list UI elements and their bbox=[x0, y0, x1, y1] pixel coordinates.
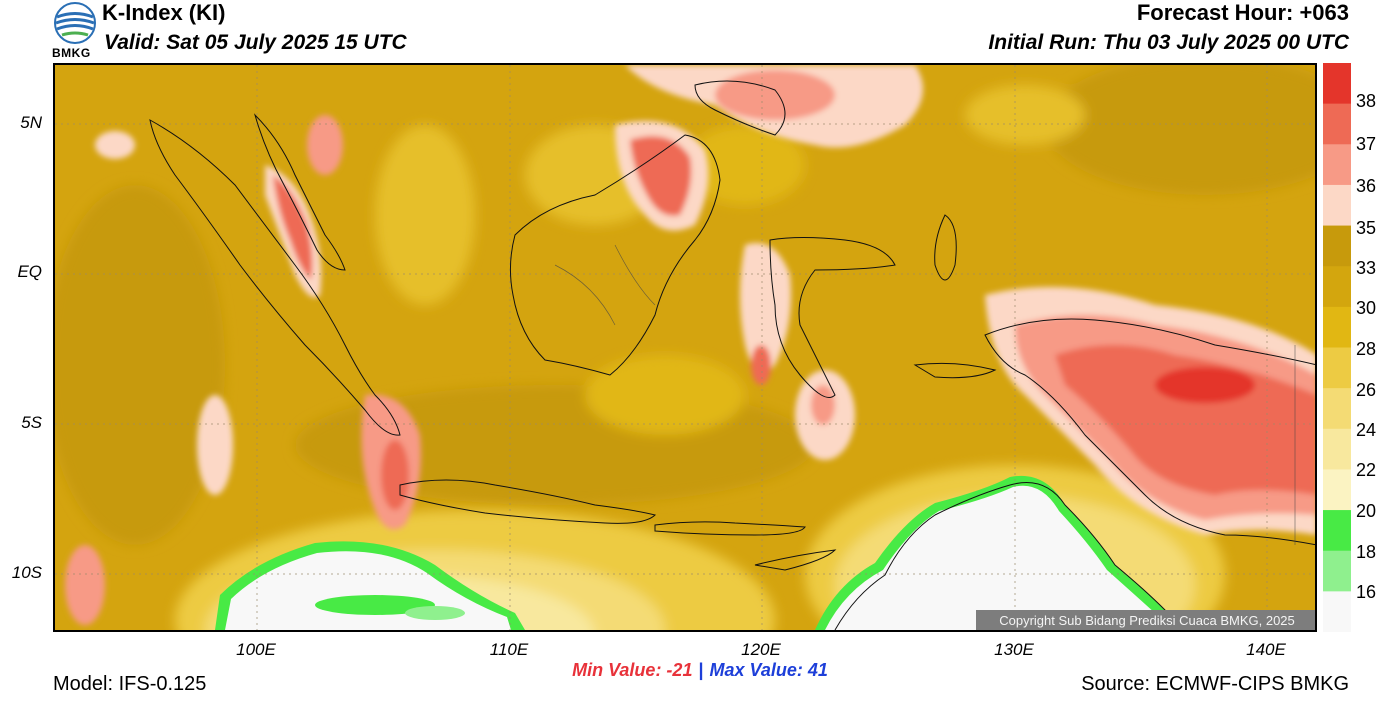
colorbar-label-37: 37 bbox=[1356, 134, 1377, 154]
high-ki-west-1 bbox=[95, 131, 135, 159]
colorbar-segment bbox=[1323, 266, 1351, 308]
colorbar-segment bbox=[1323, 388, 1351, 430]
valid-time: Valid: Sat 05 July 2025 15 UTC bbox=[104, 31, 407, 54]
lon-label-140e: 140E bbox=[1246, 640, 1286, 659]
bmkg-logo: BMKG bbox=[52, 2, 98, 60]
colorbar-label-30: 30 bbox=[1356, 298, 1377, 318]
coast-sumatra bbox=[149, 119, 401, 436]
field-light-zone-1 bbox=[375, 125, 475, 305]
field-dark-zone-1 bbox=[55, 185, 225, 545]
colorbar-segment bbox=[1323, 184, 1351, 227]
min-max-stats: Min Value: -21 | Max Value: 41 bbox=[0, 660, 1400, 681]
coast-malay bbox=[253, 113, 346, 271]
colorbar-segment bbox=[1323, 63, 1351, 105]
colorbar-segment bbox=[1323, 347, 1351, 389]
high-ki-java-core bbox=[381, 440, 409, 510]
colorbar-segment bbox=[1323, 591, 1351, 633]
high-ki-sumatra-core bbox=[273, 175, 313, 280]
colorbar-label-38: 38 bbox=[1356, 91, 1377, 111]
lon-label-100e: 100E bbox=[236, 640, 276, 659]
lon-label-110e: 110E bbox=[489, 640, 529, 659]
colorbar-label-33: 33 bbox=[1356, 258, 1377, 278]
k-index-map: Copyright Sub Bidang Prediksi Cuaca BMKG… bbox=[53, 63, 1317, 632]
high-ki-sumatra-north bbox=[307, 115, 343, 175]
high-ki-west-sea bbox=[65, 545, 105, 625]
logo-text: BMKG bbox=[52, 46, 91, 60]
field-dark-zone-3 bbox=[1045, 65, 1315, 195]
high-ki-north-band-core bbox=[715, 70, 835, 120]
colorbar-label-36: 36 bbox=[1356, 176, 1377, 196]
coast-nusa-tenggara bbox=[654, 521, 806, 536]
colorbar-label-18: 18 bbox=[1356, 542, 1377, 562]
field-light-zone-4 bbox=[585, 355, 745, 435]
min-value: Min Value: -21 bbox=[572, 660, 693, 680]
initial-run: Initial Run: Thu 03 July 2025 00 UTC bbox=[988, 31, 1349, 54]
boundary-borneo-2 bbox=[614, 244, 656, 306]
colorbar-segment bbox=[1323, 550, 1351, 592]
lon-label-120e: 120E bbox=[741, 640, 781, 659]
colorbar-segment bbox=[1323, 144, 1351, 186]
colorbar-label-24: 24 bbox=[1356, 420, 1377, 440]
model-label: Model: IFS-0.125 bbox=[53, 673, 207, 695]
coast-java bbox=[399, 479, 656, 524]
colorbar-label-35: 35 bbox=[1356, 218, 1377, 238]
coast-australia bbox=[834, 482, 1171, 630]
high-ki-borneo-core bbox=[630, 136, 692, 216]
colorbar bbox=[1323, 63, 1351, 633]
high-ki-west-2 bbox=[197, 395, 233, 495]
field-light-zone-5 bbox=[685, 125, 805, 205]
coast-sulawesi bbox=[769, 237, 896, 398]
field-light-zone-3 bbox=[965, 85, 1085, 145]
colorbar-label-16: 16 bbox=[1356, 582, 1377, 602]
coast-mindanao bbox=[694, 80, 786, 136]
lat-label-5s: 5S bbox=[21, 413, 42, 432]
colorbar-segment bbox=[1323, 103, 1351, 145]
min-max-separator: | bbox=[698, 660, 704, 680]
high-ki-papua-peak bbox=[1155, 367, 1255, 403]
coast-borneo bbox=[509, 134, 721, 376]
colorbar-segment bbox=[1323, 306, 1351, 348]
coast-papua bbox=[984, 318, 1315, 546]
max-value: Max Value: 41 bbox=[709, 660, 828, 680]
colorbar-label-22: 22 bbox=[1356, 460, 1377, 480]
high-ki-sulawesi bbox=[740, 243, 791, 372]
colorbar-segment bbox=[1323, 428, 1351, 470]
low-ki-region-aus-inner bbox=[825, 485, 1163, 630]
boundary-borneo-1 bbox=[554, 264, 616, 326]
coast-halmahera bbox=[934, 214, 957, 281]
high-ki-sulawesi-core bbox=[751, 345, 771, 385]
colorbar-svg bbox=[1323, 63, 1351, 633]
colorbar-label-26: 26 bbox=[1356, 380, 1377, 400]
high-ki-moluccas-core bbox=[811, 385, 835, 425]
colorbar-label-28: 28 bbox=[1356, 339, 1377, 359]
green-patch-2 bbox=[405, 606, 465, 620]
source-label: Source: ECMWF-CIPS BMKG bbox=[1081, 673, 1349, 695]
colorbar-label-20: 20 bbox=[1356, 501, 1377, 521]
colorbar-segment bbox=[1323, 510, 1351, 552]
green-patch-1 bbox=[315, 595, 435, 615]
forecast-hour: Forecast Hour: +063 bbox=[1136, 0, 1349, 25]
lat-label-10s: 10S bbox=[11, 563, 42, 582]
lat-label-eq: EQ bbox=[17, 262, 42, 281]
lat-label-5n: 5N bbox=[20, 113, 42, 132]
copyright-notice: Copyright Sub Bidang Prediksi Cuaca BMKG… bbox=[976, 610, 1315, 630]
coast-timor bbox=[754, 549, 837, 571]
coast-seram bbox=[913, 362, 997, 379]
lon-label-130e: 130E bbox=[994, 640, 1034, 659]
chart-title: K-Index (KI) bbox=[102, 0, 226, 25]
colorbar-segment bbox=[1323, 225, 1351, 267]
colorbar-segment bbox=[1323, 469, 1351, 511]
